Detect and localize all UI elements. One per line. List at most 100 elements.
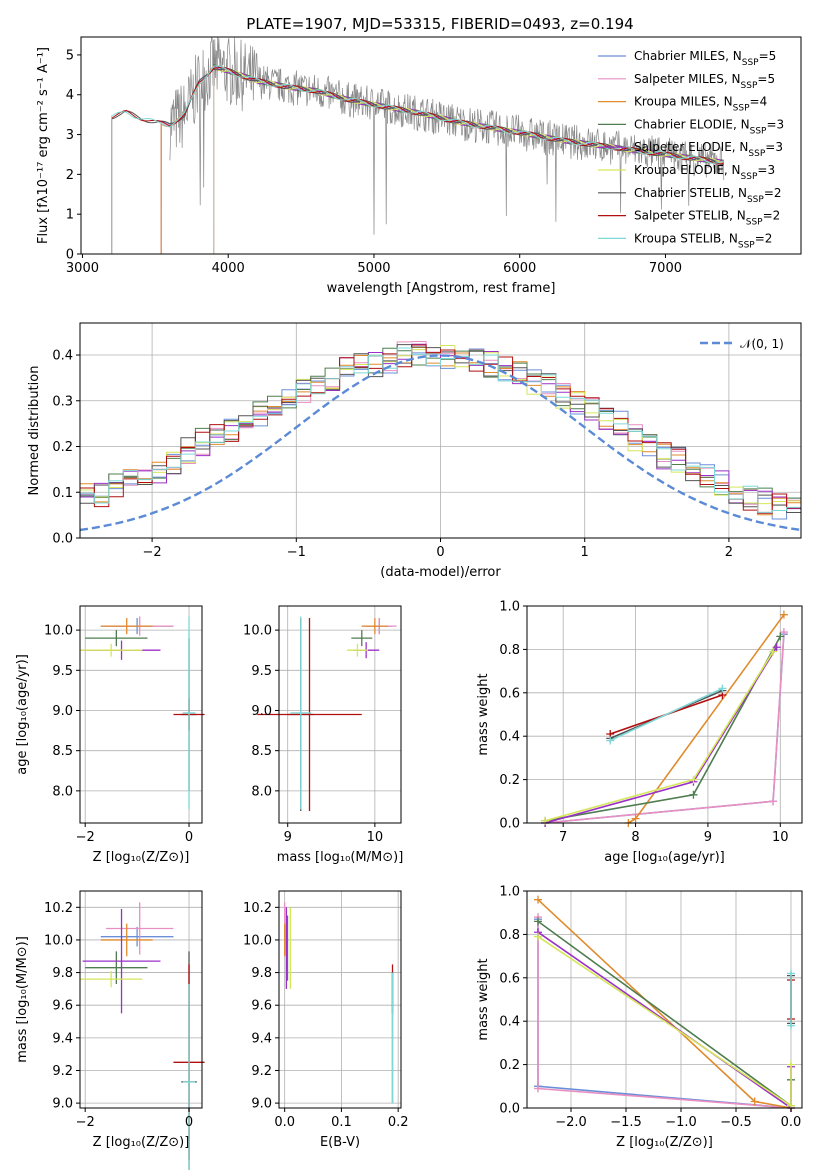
errorbar-point xyxy=(257,618,362,811)
errorbar-point xyxy=(80,643,143,657)
y-tick-label: 9.5 xyxy=(251,664,272,679)
weight-series xyxy=(541,632,785,825)
errorbar-point xyxy=(182,984,196,1170)
x-tick-label: 10 xyxy=(367,830,384,845)
y-tick-label: 9.8 xyxy=(52,966,73,981)
weight-line xyxy=(537,899,792,1109)
x-tick-label: 0.0 xyxy=(274,1115,295,1130)
errorbar-point xyxy=(100,926,174,947)
y-tick-label: 10.0 xyxy=(243,933,272,948)
axes-frame xyxy=(79,605,203,824)
weight-marker xyxy=(787,1021,795,1030)
residual-histogram xyxy=(80,347,801,525)
axes-frame xyxy=(526,605,803,824)
y-tick-label: 0.2 xyxy=(499,1058,520,1073)
y-tick-label: 0.1 xyxy=(52,486,73,501)
plot-area-age_vs_Z xyxy=(80,616,205,810)
x-tick-label: 8 xyxy=(631,830,639,845)
weight-series xyxy=(534,928,795,1112)
weight-series xyxy=(787,969,795,1030)
errorbar-point xyxy=(85,630,148,647)
y-tick-label: 3 xyxy=(66,128,74,143)
y-tick-label: 9.4 xyxy=(52,1031,73,1046)
y-tick-label: 9.2 xyxy=(251,1064,272,1079)
x-axis-label: mass [log₁₀(M/M⊙)] xyxy=(277,850,404,865)
x-axis-label: wavelength [Angstrom, rest frame] xyxy=(327,281,556,296)
y-axis-label: mass weight xyxy=(476,673,491,755)
x-tick-label: −1 xyxy=(287,545,306,560)
weight-marker xyxy=(534,895,542,904)
errorbar-point xyxy=(82,908,161,1014)
residual-legend: 𝒩(0, 1) xyxy=(700,337,784,351)
weight-marker xyxy=(787,1060,795,1069)
residual-histogram xyxy=(80,344,801,516)
weight-line xyxy=(609,687,723,742)
plot-area-weight_vs_Z xyxy=(534,895,795,1112)
model-spectrum xyxy=(213,63,724,254)
y-tick-label: 0.2 xyxy=(499,773,520,788)
weight-marker xyxy=(779,610,788,619)
axes-age_vs_Z: −2 0 8.0 8.5 9.0 9.5 10.0 Z [log₁₀(Z/Z⊙)] age [l… xyxy=(15,605,205,865)
y-tick-label: 8.0 xyxy=(52,784,73,799)
y-tick-label: 5 xyxy=(66,48,74,63)
y-tick-label: 8.5 xyxy=(52,744,73,759)
y-tick-label: 0.4 xyxy=(52,349,73,364)
errorbar-point xyxy=(346,643,368,657)
x-tick-label: 0.0 xyxy=(781,1115,802,1130)
axes-frame xyxy=(79,890,203,1109)
y-tick-label: 0.8 xyxy=(499,928,520,943)
y-axis-label: mass [log₁₀(M/M⊙)] xyxy=(15,936,30,1063)
weight-marker xyxy=(631,814,640,823)
axes-mass_vs_Z: −2 0 9.0 9.2 9.4 9.6 9.8 10.0 10.2 Z [log₁₀(Z/Z⊙)… xyxy=(15,890,205,1170)
legend-label: 𝒩(0, 1) xyxy=(740,337,784,351)
errorbar-point xyxy=(80,970,143,988)
y-tick-label: 9.8 xyxy=(251,966,272,981)
y-tick-label: 9.0 xyxy=(52,704,73,719)
y-tick-label: 10.2 xyxy=(44,901,73,916)
x-axis-label: Z [log₁₀(Z/Z⊙)] xyxy=(93,1135,190,1150)
weight-marker xyxy=(769,647,778,656)
x-tick-label: −0.5 xyxy=(720,1115,752,1130)
y-tick-label: 1.0 xyxy=(499,885,520,900)
weight-marker xyxy=(534,1084,542,1093)
y-tick-label: 10.0 xyxy=(44,933,73,948)
x-tick-label: 3000 xyxy=(66,261,99,276)
y-tick-label: 8.5 xyxy=(251,744,272,759)
weight-line xyxy=(545,631,785,824)
errorbar-point xyxy=(100,618,153,635)
axes-mass_vs_ebv: 0.0 0.1 0.2 9.0 9.2 9.4 9.6 9.8 10.0 10.2 E(B-V) xyxy=(243,890,409,1150)
x-tick-label: 9 xyxy=(284,830,292,845)
weight-marker xyxy=(769,797,778,806)
x-tick-label: 5000 xyxy=(357,261,390,276)
x-tick-label: 2 xyxy=(725,545,733,560)
axes-frame xyxy=(278,890,402,1109)
weight-marker xyxy=(776,632,785,641)
axes-weight_vs_age: 7 8 9 10 0.0 0.2 0.4 0.6 0.8 1.0 age [log₁₀(age/yr… xyxy=(476,600,803,865)
weight-series xyxy=(541,647,778,825)
errorbar-point xyxy=(100,923,153,957)
weight-line xyxy=(544,636,782,822)
y-tick-label: 0.8 xyxy=(499,643,520,658)
axes-residuals: −2 −1 0 1 2 0.0 0.1 0.2 0.3 0.4 (data-model)/error… xyxy=(27,322,802,580)
weight-series xyxy=(541,628,788,827)
y-tick-label: 0.0 xyxy=(499,817,520,832)
errorbar-point xyxy=(290,616,312,810)
y-tick-label: 9.0 xyxy=(251,704,272,719)
x-axis-label: Z [log₁₀(Z/Z⊙)] xyxy=(93,850,190,865)
x-tick-label: −2 xyxy=(143,545,162,560)
normal-curve xyxy=(80,354,801,532)
weight-marker xyxy=(606,736,615,745)
residual-histogram xyxy=(80,347,801,513)
x-tick-label: 0.1 xyxy=(331,1115,352,1130)
x-tick-label: −2 xyxy=(76,830,95,845)
weight-series xyxy=(534,932,795,1110)
y-tick-label: 0.6 xyxy=(499,686,520,701)
legend-label: Salpeter MILES, NSSP=5 xyxy=(634,72,775,91)
x-tick-label: −2.0 xyxy=(555,1115,587,1130)
y-tick-label: 9.0 xyxy=(52,1097,73,1112)
y-tick-label: 1.0 xyxy=(499,600,520,615)
y-tick-label: 0.4 xyxy=(499,1015,520,1030)
figure-title: PLATE=1907, MJD=53315, FIBERID=0493, z=0… xyxy=(246,15,633,33)
y-tick-label: 9.2 xyxy=(52,1064,73,1079)
